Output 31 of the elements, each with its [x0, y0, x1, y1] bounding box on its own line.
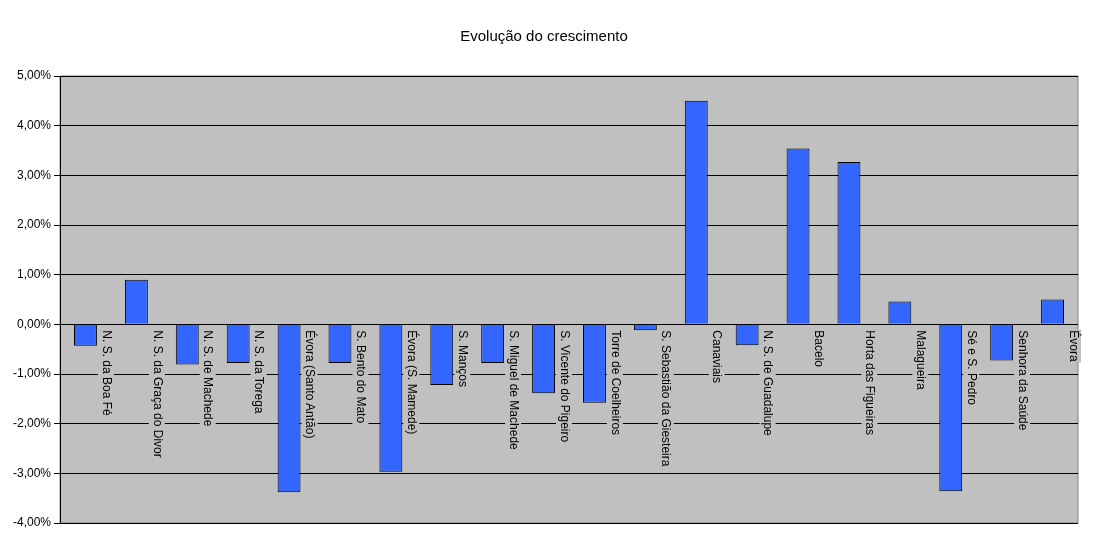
y-tick-label: -4,00% [12, 515, 52, 530]
x-tick-label: Évora (S. Mamede) [405, 330, 420, 435]
x-tick-label: N. S. da Graça do Divor [150, 330, 165, 458]
x-tick-label: Horta das Figueiras [863, 330, 878, 436]
y-tick-label: -1,00% [12, 366, 52, 381]
x-tick-label: Bacelo [812, 330, 827, 368]
x-tick-label: S. Miguel de Machede [506, 330, 521, 451]
y-tick-label: 5,00% [16, 68, 52, 83]
x-tick-label: Canaviais [710, 330, 725, 384]
y-tick-label: 1,00% [16, 266, 52, 281]
y-tick-label: 2,00% [16, 217, 52, 232]
y-tick-label: -2,00% [12, 415, 52, 430]
x-tick-label: N. S. da Torega [252, 330, 267, 414]
x-tick-label: Évora [1066, 330, 1082, 363]
x-tick-label: S. Manços [455, 330, 470, 388]
x-tick-label: S. Sebastião da Giesteira [659, 330, 674, 467]
x-tick-label: Torre de Coelheiros [608, 330, 623, 436]
x-tick-label: Senhora da Saúde [1015, 330, 1030, 431]
x-tick-label: Sé e S. Pedro [964, 330, 979, 406]
x-tick-label: S. Vicente do Pigeiro [557, 330, 572, 443]
x-tick-label: N. S. da Boa Fé [99, 330, 114, 417]
x-tick-label: N. S. de Machede [201, 330, 216, 427]
y-tick-label: 4,00% [16, 117, 52, 132]
x-tick-label: Évora (Santo Antão) [303, 330, 319, 439]
y-tick-label: 3,00% [16, 167, 52, 182]
x-tick-label: Malagueira [913, 330, 928, 391]
x-tick-label: N. S. de Guadalupe [761, 330, 776, 437]
x-tick-label: S. Bento do Mato [354, 330, 369, 424]
y-tick-label: -3,00% [12, 465, 52, 480]
chart-title: Evolução do crescimento [460, 27, 628, 45]
y-tick-label: 0,00% [16, 316, 52, 331]
